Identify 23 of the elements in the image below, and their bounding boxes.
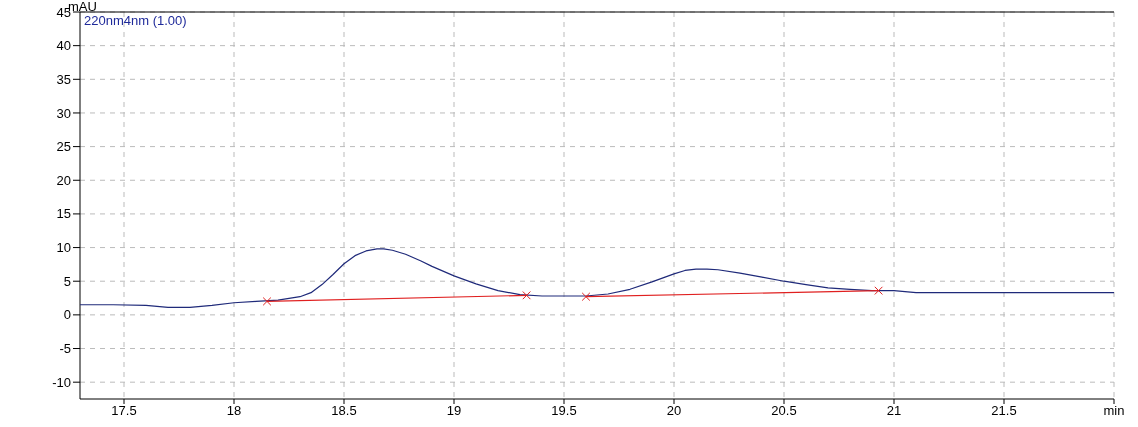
y-tick-label: 35 [56,71,71,87]
y-tick-label: -5 [59,341,71,357]
x-tick-label: 21.5 [991,403,1017,418]
y-tick-label: 15 [56,206,71,222]
x-tick-label: 20.5 [771,403,797,418]
line-series [79,248,1115,309]
x-tick-label: 17.5 [111,403,137,418]
x-tick-label: 20 [666,403,682,418]
x-tick-label: 19 [446,403,462,418]
x-tick-label: 18 [226,403,242,418]
x-tick-label: min [1103,403,1125,418]
x-tick-label: 19.5 [551,403,577,418]
y-tick-label: 5 [63,273,71,289]
y-tick-label: 10 [56,240,71,256]
y-tick-label: 0 [63,307,71,323]
y-tick-label: 20 [56,172,71,188]
chart-title: 220nm4nm (1.00) [84,13,187,28]
y-tick-label: 25 [56,139,71,155]
x-tick-label: 21 [886,403,902,418]
y-tick-label: -10 [52,374,71,390]
y-tick-label: 40 [56,38,71,54]
x-tick-label: 18.5 [331,403,357,418]
y-tick-label: 30 [56,105,71,121]
